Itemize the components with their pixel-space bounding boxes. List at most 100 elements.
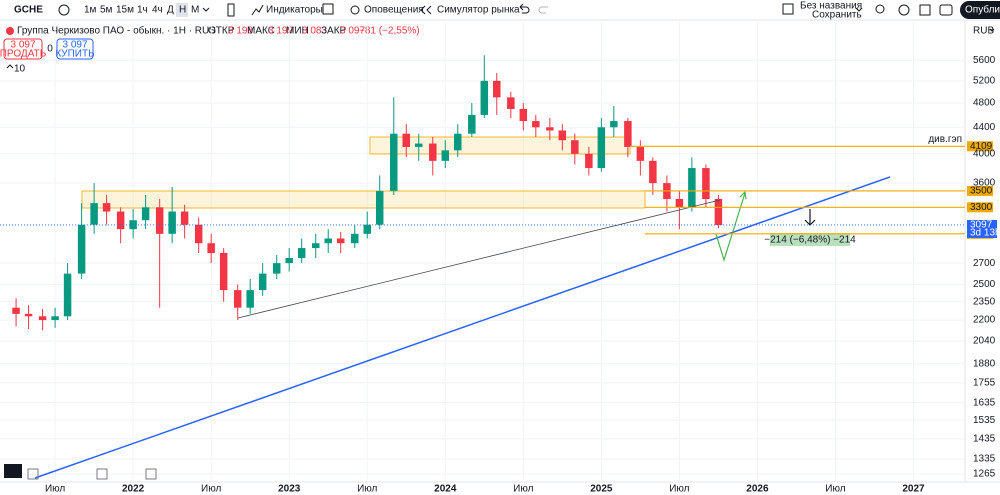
forecast-arrow bbox=[715, 190, 747, 263]
interval[interactable]: 1ч bbox=[137, 5, 148, 16]
templates[interactable] bbox=[322, 3, 334, 15]
candle-body bbox=[454, 133, 462, 151]
symbol[interactable]: GCHE bbox=[14, 5, 43, 16]
candle-body bbox=[207, 243, 215, 253]
candle-body bbox=[519, 108, 528, 122]
dropdown[interactable] bbox=[202, 7, 210, 12]
x-tick-label: Июл bbox=[357, 484, 377, 495]
search[interactable] bbox=[875, 4, 885, 14]
candle-body bbox=[38, 316, 47, 321]
alerts-button[interactable]: Оповещения bbox=[364, 5, 424, 16]
y-tick-label: 1265 bbox=[973, 469, 996, 480]
replay-button[interactable]: Симулятор рынка bbox=[437, 5, 520, 16]
symbol-logo bbox=[6, 27, 14, 35]
fullscreen[interactable] bbox=[919, 4, 931, 16]
layout-status: Сохранить bbox=[812, 10, 862, 21]
y-tick-label: 5200 bbox=[973, 75, 996, 86]
legend-title: Группа Черкизово ПАО - обыкн. · 1Н · RUS bbox=[17, 25, 216, 37]
candle-body bbox=[468, 114, 476, 134]
candle-body bbox=[649, 160, 657, 184]
sell-button[interactable] bbox=[3, 38, 43, 60]
level-name: див.гэп bbox=[928, 134, 962, 145]
zone bbox=[81, 190, 646, 209]
sell-price: 3 097 bbox=[10, 40, 35, 51]
x-tick-label: 2024 bbox=[434, 484, 457, 495]
candle-body bbox=[351, 233, 359, 244]
currency: RUB bbox=[973, 26, 994, 37]
snapshot[interactable] bbox=[939, 4, 953, 16]
candle-body bbox=[285, 258, 293, 264]
publish-button[interactable] bbox=[960, 1, 1000, 19]
interval[interactable]: 1м bbox=[84, 5, 97, 16]
y-tick-label: 4000 bbox=[973, 148, 996, 159]
y-tick-label: 1535 bbox=[973, 415, 996, 426]
candle-body bbox=[571, 140, 579, 154]
interval[interactable]: М bbox=[191, 5, 199, 16]
volume: 10 bbox=[14, 64, 26, 75]
event-marker[interactable] bbox=[96, 468, 108, 480]
buy-button[interactable] bbox=[56, 38, 94, 60]
y-tick-label: 4800 bbox=[973, 98, 996, 109]
ohlc-label: ЗАКР bbox=[321, 26, 347, 37]
y-tick-label: 1635 bbox=[973, 397, 996, 408]
current-price-box bbox=[967, 219, 997, 238]
add-symbol[interactable] bbox=[58, 4, 70, 16]
level-label-box bbox=[967, 141, 993, 152]
y-tick-label: 5600 bbox=[973, 55, 996, 66]
candle-body bbox=[414, 143, 423, 147]
level-label: 4109 bbox=[970, 141, 993, 152]
ohlc-label: МИН bbox=[286, 26, 309, 37]
ohlc-value: 3 097 bbox=[340, 26, 365, 37]
layout-name[interactable]: Без названия bbox=[800, 1, 862, 12]
x-tick-label: Июл bbox=[201, 484, 221, 495]
candle-body bbox=[258, 273, 267, 291]
measure-box bbox=[770, 233, 850, 246]
x-tick-label: Июл bbox=[825, 484, 845, 495]
buy-price: 3 097 bbox=[62, 40, 87, 51]
candle-body bbox=[493, 80, 501, 98]
candle-body bbox=[546, 127, 554, 131]
candle-body bbox=[219, 252, 228, 291]
indicators-button[interactable]: Индикаторы bbox=[266, 5, 323, 16]
event-marker[interactable] bbox=[145, 468, 157, 480]
candle-body bbox=[585, 153, 593, 169]
dropdown[interactable] bbox=[989, 28, 995, 32]
event-marker[interactable] bbox=[27, 468, 39, 480]
ohlc-label: ОТКР bbox=[208, 26, 235, 37]
y-tick-label: 2350 bbox=[973, 296, 996, 307]
candle-body bbox=[558, 130, 567, 141]
candle-body bbox=[375, 190, 384, 225]
level-label: 3500 bbox=[970, 186, 993, 197]
candle-body bbox=[507, 97, 515, 109]
candle-body bbox=[141, 207, 150, 221]
candle-body bbox=[402, 133, 411, 147]
level-label-box bbox=[967, 202, 993, 213]
candle-body bbox=[714, 198, 723, 225]
publish-label: Опубликов bbox=[965, 4, 1000, 16]
settings[interactable] bbox=[898, 4, 910, 16]
candle-body bbox=[636, 146, 645, 161]
chart-type[interactable] bbox=[227, 3, 235, 17]
candle-body bbox=[194, 224, 203, 244]
collapse[interactable] bbox=[6, 64, 14, 69]
interval[interactable]: Н bbox=[179, 5, 186, 16]
redo[interactable] bbox=[538, 6, 548, 14]
y-tick-label: 2700 bbox=[973, 258, 996, 269]
ohlc-label: МАКС bbox=[247, 26, 275, 37]
y-tick-label: 2500 bbox=[973, 279, 996, 290]
grid bbox=[0, 22, 965, 482]
interval[interactable]: 15м bbox=[116, 5, 134, 16]
undo[interactable] bbox=[519, 3, 530, 14]
indicators-icon bbox=[251, 4, 264, 16]
interval[interactable]: 4ч bbox=[152, 5, 163, 16]
candle-body bbox=[272, 263, 281, 274]
candle-body bbox=[429, 143, 437, 161]
candle-body bbox=[597, 127, 606, 169]
interval[interactable]: Д bbox=[167, 5, 174, 16]
x-tick-label: Июл bbox=[669, 484, 689, 495]
dropdown[interactable] bbox=[855, 7, 863, 12]
interval[interactable]: 5м bbox=[100, 5, 113, 16]
candle-body bbox=[311, 243, 320, 249]
candle-body bbox=[675, 198, 684, 208]
